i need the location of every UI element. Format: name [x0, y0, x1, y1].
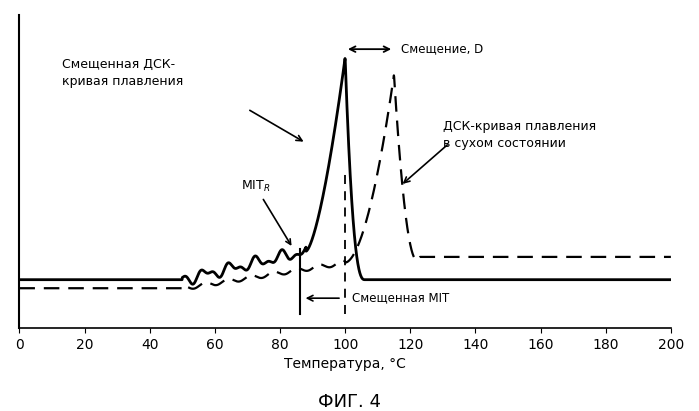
Text: Смещенная ДСК-
кривая плавления: Смещенная ДСК- кривая плавления	[62, 58, 183, 88]
Text: Смещение, D: Смещение, D	[401, 43, 483, 55]
X-axis label: Температура, °C: Температура, °C	[284, 357, 406, 372]
Text: ФИГ. 4: ФИГ. 4	[318, 393, 381, 411]
Text: ДСК-кривая плавления
в сухом состоянии: ДСК-кривая плавления в сухом состоянии	[443, 120, 596, 150]
Text: MIT$_R$: MIT$_R$	[241, 179, 291, 245]
Text: Смещенная MIT: Смещенная MIT	[352, 292, 449, 305]
